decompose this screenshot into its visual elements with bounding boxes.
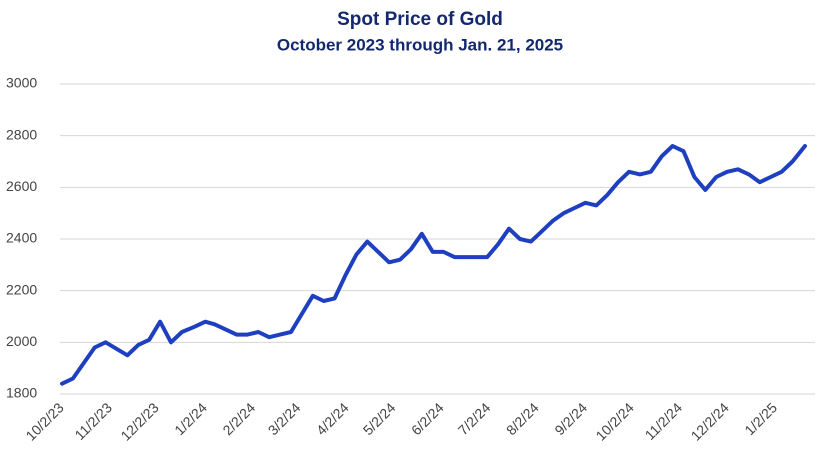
y-tick-label: 2000 [6, 333, 37, 349]
y-tick-label: 2200 [6, 281, 37, 297]
y-tick-label: 1800 [6, 385, 37, 401]
x-tick-label: 1/2/25 [741, 399, 780, 438]
x-tick-label: 11/2/23 [71, 399, 115, 443]
x-tick-label: 5/2/24 [360, 399, 399, 438]
x-tick-label: 2/2/24 [219, 399, 258, 438]
x-tick-label: 12/2/24 [688, 399, 732, 443]
x-tick-label: 7/2/24 [455, 399, 494, 438]
x-tick-label: 10/2/24 [592, 399, 636, 443]
x-tick-label: 3/2/24 [265, 399, 304, 438]
y-tick-label: 2400 [6, 230, 37, 246]
y-tick-label: 3000 [6, 75, 37, 91]
x-tick-label: 8/2/24 [503, 399, 542, 438]
x-tick-label: 1/2/24 [171, 399, 210, 438]
x-tick-label: 10/2/23 [22, 399, 66, 443]
x-tick-label: 6/2/24 [408, 399, 447, 438]
x-tick-label: 11/2/24 [642, 399, 686, 443]
x-tick-label: 12/2/23 [117, 399, 161, 443]
price-line [60, 144, 807, 386]
x-tick-label: 4/2/24 [313, 399, 352, 438]
chart-subtitle: October 2023 through Jan. 21, 2025 [277, 35, 563, 54]
chart-title: Spot Price of Gold [337, 9, 503, 30]
y-tick-label: 2800 [6, 126, 37, 142]
x-tick-label: 9/2/24 [551, 399, 590, 438]
y-tick-label: 2600 [6, 178, 37, 194]
